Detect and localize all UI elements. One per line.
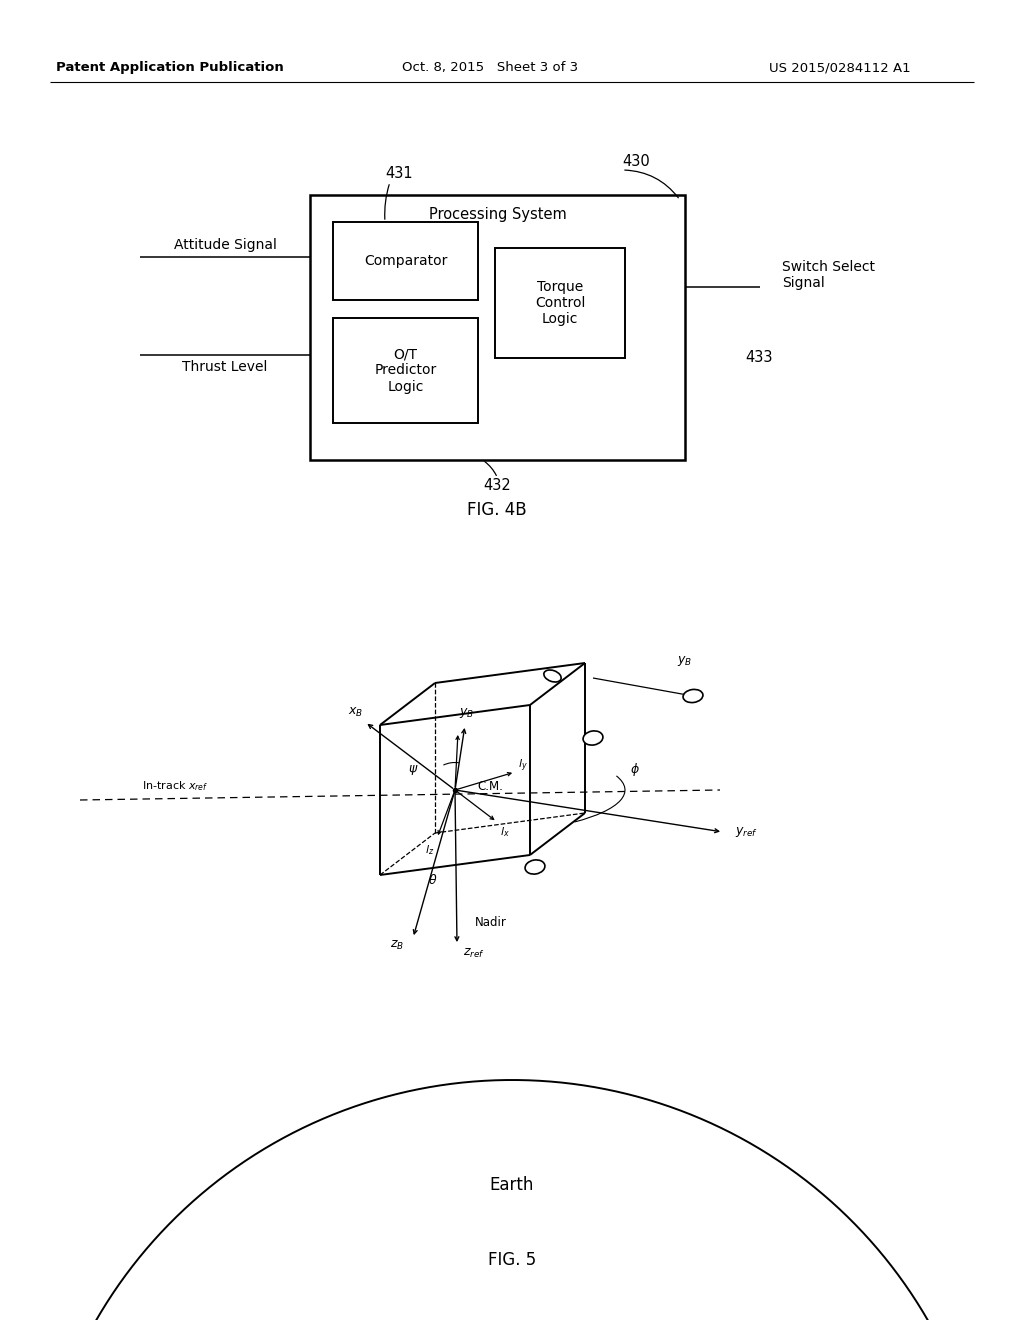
Text: 431: 431 bbox=[385, 165, 413, 181]
Ellipse shape bbox=[683, 689, 702, 702]
Text: 430: 430 bbox=[622, 154, 650, 169]
Ellipse shape bbox=[583, 731, 603, 744]
Text: Patent Application Publication: Patent Application Publication bbox=[56, 62, 284, 74]
Text: $y_B$: $y_B$ bbox=[678, 653, 692, 668]
Ellipse shape bbox=[525, 859, 545, 874]
Text: $l_y$: $l_y$ bbox=[518, 758, 528, 775]
Text: Nadir: Nadir bbox=[475, 916, 507, 928]
Text: FIG. 5: FIG. 5 bbox=[487, 1251, 537, 1269]
Text: Oct. 8, 2015   Sheet 3 of 3: Oct. 8, 2015 Sheet 3 of 3 bbox=[402, 62, 579, 74]
Text: $z_{ref}$: $z_{ref}$ bbox=[463, 946, 484, 960]
Bar bbox=[333, 318, 478, 422]
Bar bbox=[495, 248, 625, 358]
Text: FIG. 4B: FIG. 4B bbox=[467, 502, 526, 519]
Text: Comparator: Comparator bbox=[364, 253, 447, 268]
Text: $x_B$: $x_B$ bbox=[348, 705, 364, 718]
Text: $y_B$: $y_B$ bbox=[460, 706, 474, 719]
Text: $\phi$: $\phi$ bbox=[630, 762, 640, 779]
Text: $\theta$: $\theta$ bbox=[428, 873, 437, 887]
Text: $z_B$: $z_B$ bbox=[390, 939, 404, 952]
Text: $\psi$: $\psi$ bbox=[408, 763, 418, 777]
Text: In-track $x_{ref}$: In-track $x_{ref}$ bbox=[141, 779, 208, 793]
Text: Processing System: Processing System bbox=[429, 207, 566, 223]
Bar bbox=[310, 195, 685, 459]
Text: O/T
Predictor
Logic: O/T Predictor Logic bbox=[375, 347, 436, 393]
Text: $y_{ref}$: $y_{ref}$ bbox=[735, 825, 758, 840]
Text: C.M.: C.M. bbox=[477, 780, 503, 792]
Bar bbox=[333, 222, 478, 300]
Text: Earth: Earth bbox=[489, 1176, 535, 1195]
Text: $l_x$: $l_x$ bbox=[500, 825, 510, 840]
Text: Switch Select
Signal: Switch Select Signal bbox=[782, 260, 874, 290]
Text: 432: 432 bbox=[483, 478, 511, 492]
Text: Thrust Level: Thrust Level bbox=[182, 360, 267, 374]
Text: US 2015/0284112 A1: US 2015/0284112 A1 bbox=[769, 62, 910, 74]
Ellipse shape bbox=[544, 671, 561, 682]
Text: Attitude Signal: Attitude Signal bbox=[173, 238, 276, 252]
Text: Torque
Control
Logic: Torque Control Logic bbox=[535, 280, 585, 326]
Text: 433: 433 bbox=[745, 350, 772, 366]
Text: $l_z$: $l_z$ bbox=[425, 843, 434, 857]
